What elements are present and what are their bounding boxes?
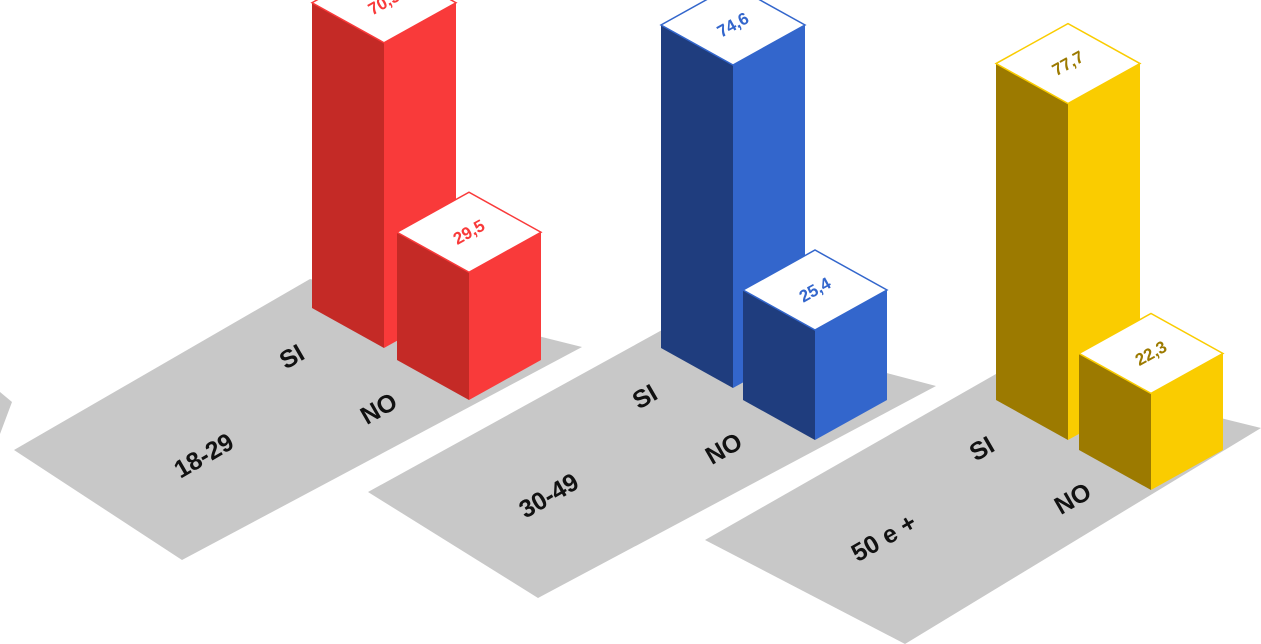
- bar-50-e--no: 22,3: [1077, 312, 1225, 490]
- bar-right-face: [469, 232, 541, 400]
- bar-18-29-si: 70,5: [310, 0, 458, 349]
- bar-left-face: [1079, 353, 1151, 490]
- bar-left-face: [996, 63, 1068, 441]
- bar-left-face: [661, 24, 733, 389]
- bar-30-49-si: 74,6: [659, 0, 807, 389]
- bar-right-face: [815, 290, 887, 440]
- bar-top-face: [994, 22, 1142, 105]
- bar-left-face: [743, 290, 815, 440]
- bars: 70,529,574,625,477,722,3: [310, 0, 1225, 490]
- bar-top-face: [310, 0, 458, 44]
- bar-top-face: [659, 0, 807, 66]
- bar-top-face: [1077, 312, 1225, 395]
- bar-top-face: [741, 249, 889, 331]
- bar-30-49-no: 25,4: [741, 249, 889, 440]
- bar-18-29-no: 29,5: [395, 191, 543, 400]
- bar-right-face: [1151, 353, 1223, 490]
- platform-edge: [0, 392, 12, 434]
- bar-left-face: [312, 2, 384, 349]
- bar-left-face: [397, 232, 469, 400]
- bar-top-face: [395, 191, 543, 274]
